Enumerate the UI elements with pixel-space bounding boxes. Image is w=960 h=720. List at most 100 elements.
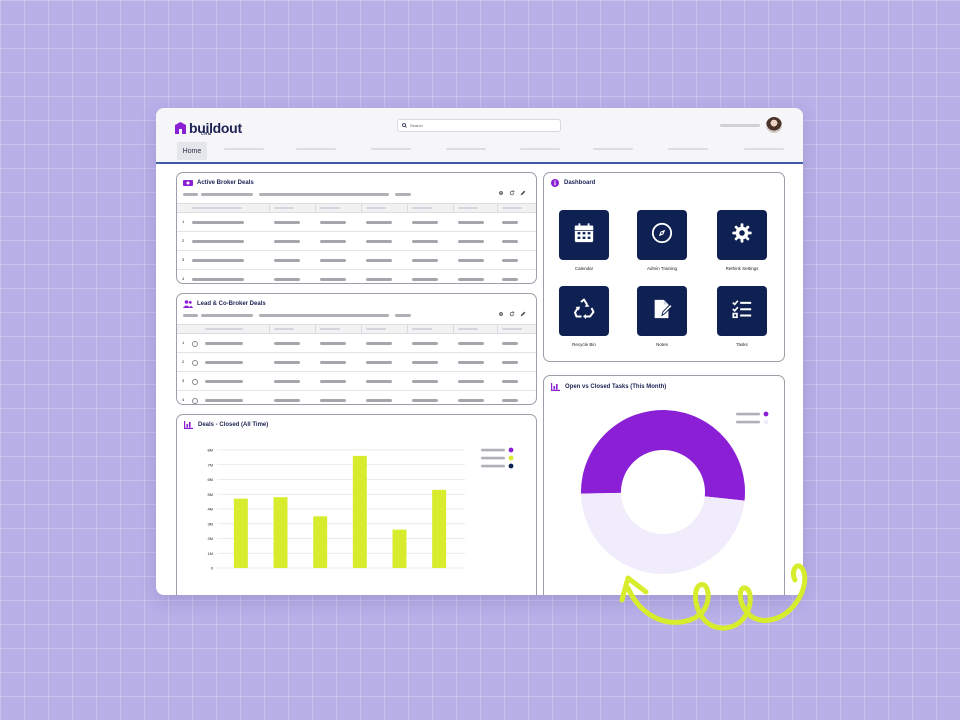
search-input[interactable]: Search [397, 119, 561, 132]
nav-tab-placeholder[interactable] [668, 148, 708, 150]
panel-title: Lead & Co-Broker Deals [197, 301, 266, 307]
table-row[interactable]: 2 [177, 353, 536, 372]
legend-swatch [508, 455, 514, 461]
panel-title: Deals - Closed (All Time) [198, 422, 269, 428]
active-broker-deals-panel: Active Broker Deals 1 2 3 4 [176, 172, 537, 284]
gear-icon[interactable] [498, 190, 504, 196]
y-tick-label: 4M [207, 507, 213, 512]
app-window: buildout CRM Search Home Active Broker D… [156, 108, 803, 595]
tile-label: Calendar [574, 266, 594, 271]
nav-tab-placeholder[interactable] [296, 148, 336, 150]
row-checkbox[interactable] [192, 341, 198, 347]
calendar-tile[interactable] [559, 210, 609, 260]
y-tick-label: 2M [207, 536, 213, 541]
row-number: 3 [182, 378, 185, 383]
recycle-icon [572, 297, 596, 326]
table-row[interactable]: 3 [177, 372, 536, 391]
table-row[interactable]: 3 [177, 251, 536, 270]
brand-name: buildout [189, 120, 242, 136]
nav-tab-placeholder[interactable] [520, 148, 560, 150]
row-checkbox[interactable] [192, 398, 198, 404]
filter-placeholder [201, 193, 253, 196]
y-tick-label: 1M [207, 551, 213, 556]
nav-tab-placeholder[interactable] [744, 148, 784, 150]
filter-placeholder [201, 314, 253, 317]
logo-mark-icon [175, 121, 186, 134]
row-number: 2 [182, 238, 185, 243]
tile-label: Admin Training [646, 266, 677, 271]
deals-closed-chart: 0 1M 2M 3M 4M 5M 6M 7M 8M [207, 447, 514, 571]
table-row[interactable]: 1 [177, 334, 536, 353]
tile-label: Recycle Bin [572, 342, 596, 347]
table-row[interactable]: 4 [177, 270, 536, 283]
table-header [177, 324, 536, 334]
legend-swatch [763, 411, 769, 417]
row-number: 4 [182, 276, 185, 281]
users-icon [183, 300, 193, 308]
tile-label: Tasks [736, 342, 748, 347]
filter-placeholder [395, 314, 411, 317]
recycle-bin-tile[interactable] [559, 286, 609, 336]
bar [352, 455, 367, 568]
table-header [177, 203, 536, 213]
deals-closed-panel: 0 1M 2M 3M 4M 5M 6M 7M 8M Deals - Closed (All Ti… [176, 414, 537, 595]
notes-tile[interactable] [637, 286, 687, 336]
calendar-icon [573, 222, 595, 249]
filter-placeholder [259, 314, 389, 317]
y-tick-label: 8M [207, 448, 213, 453]
legend-label-placeholder [481, 456, 505, 460]
bar [392, 529, 407, 568]
legend-label-placeholder [736, 420, 760, 424]
edit-icon[interactable] [520, 190, 526, 196]
legend-swatch [508, 447, 514, 453]
admin-training-tile[interactable] [637, 210, 687, 260]
notes-icon [651, 298, 673, 325]
row-checkbox[interactable] [192, 360, 198, 366]
tab-home[interactable]: Home [177, 142, 207, 160]
brand-logo[interactable]: buildout [174, 117, 242, 139]
nav-tab-placeholder[interactable] [224, 148, 264, 150]
search-icon [402, 123, 407, 128]
bar [233, 498, 248, 568]
edit-icon[interactable] [520, 311, 526, 317]
avatar[interactable] [766, 117, 782, 133]
user-name-placeholder [720, 124, 760, 127]
filter-placeholder [183, 314, 198, 317]
y-tick-label: 0 [211, 566, 214, 571]
search-placeholder: Search [410, 123, 423, 128]
gear-icon [731, 222, 753, 249]
nav-tab-placeholder[interactable] [593, 148, 633, 150]
lead-cobroker-deals-panel: Lead & Co-Broker Deals 1 2 3 4 [176, 293, 537, 405]
brand-sub: CRM [201, 131, 212, 136]
row-number: 1 [182, 340, 185, 345]
nav-tab-placeholder[interactable] [446, 148, 486, 150]
rethink-settings-tile[interactable] [717, 210, 767, 260]
top-header: buildout CRM Search Home [156, 108, 803, 164]
table-row[interactable]: 2 [177, 232, 536, 251]
panel-title: Active Broker Deals [197, 180, 254, 186]
table-row[interactable]: 4 [177, 391, 536, 404]
data-table: 1 2 3 4 [177, 203, 536, 283]
donut-slice [581, 492, 745, 574]
row-number: 3 [182, 257, 185, 262]
tile-label: Notes [656, 342, 668, 347]
bar [273, 497, 288, 568]
table-row[interactable]: 1 [177, 213, 536, 232]
refresh-icon[interactable] [509, 190, 515, 196]
row-checkbox[interactable] [192, 379, 198, 385]
chart-icon [184, 421, 193, 429]
money-icon [183, 179, 193, 187]
y-tick-label: 7M [207, 462, 213, 467]
data-table: 1 2 3 4 [177, 324, 536, 404]
donut-slice [581, 410, 745, 501]
compass-icon [651, 222, 673, 249]
gear-icon[interactable] [498, 311, 504, 317]
nav-tab-placeholder[interactable] [371, 148, 411, 150]
tasks-tile[interactable] [717, 286, 767, 336]
chart-icon [551, 383, 560, 391]
bar [313, 516, 328, 568]
dashboard-panel: Dashboard Calendar Admin Training Rethin… [543, 172, 785, 362]
row-number: 4 [182, 397, 185, 402]
legend-label-placeholder [481, 448, 505, 452]
refresh-icon[interactable] [509, 311, 515, 317]
